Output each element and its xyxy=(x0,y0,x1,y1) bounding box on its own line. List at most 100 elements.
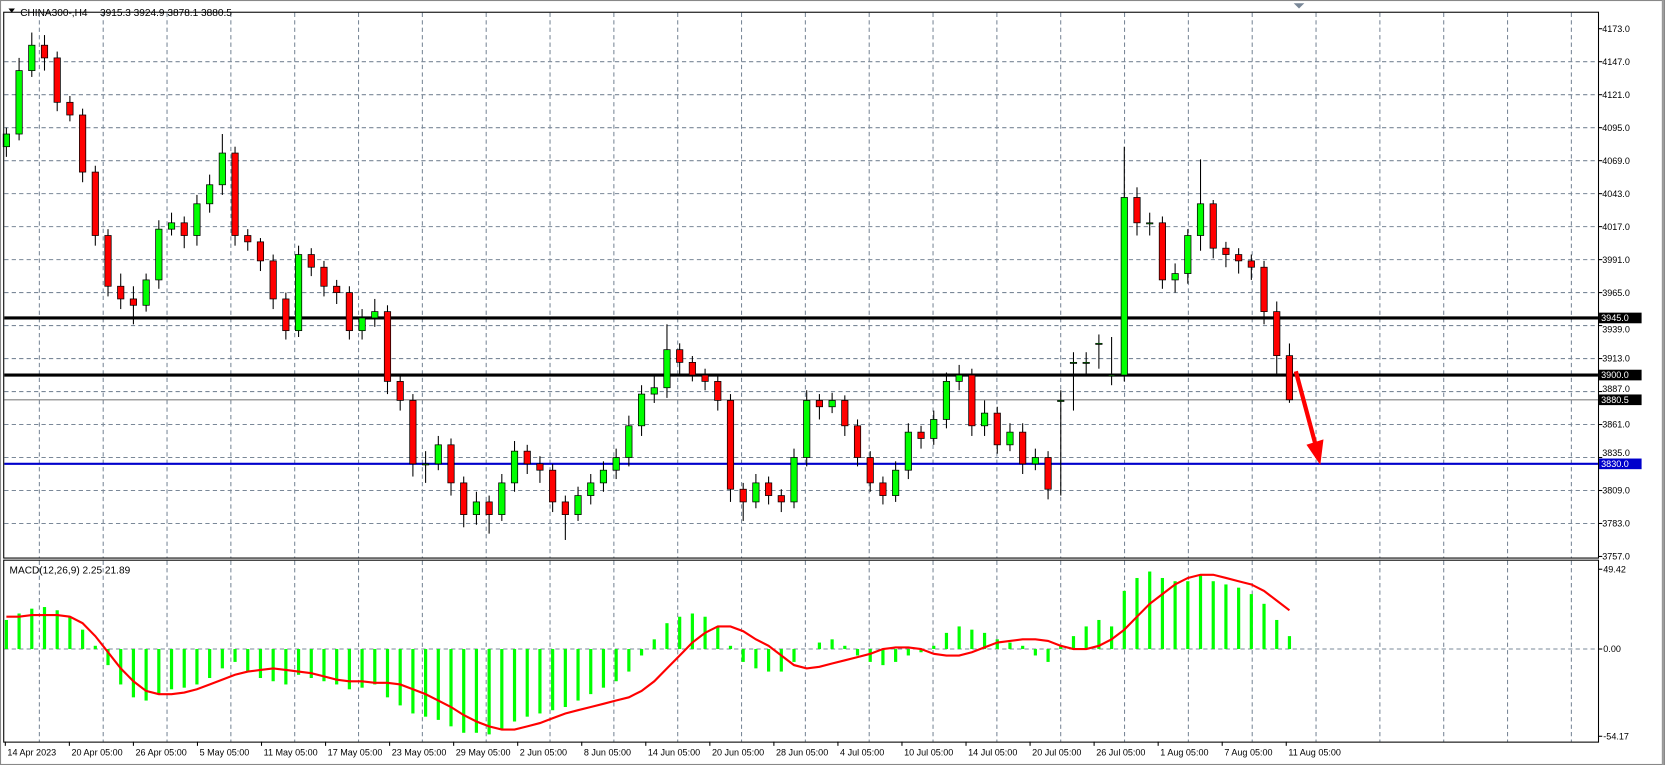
time-tick-label: 14 Apr 2023 xyxy=(7,747,56,757)
horizontal-levels[interactable] xyxy=(4,316,1598,465)
macd-histogram-bar xyxy=(563,649,567,708)
macd-histogram-bar xyxy=(716,626,720,650)
candle-bearish xyxy=(1133,197,1141,224)
time-tick-label: 11 May 05:00 xyxy=(264,747,318,757)
macd-histogram-bar xyxy=(436,649,440,720)
price-level-badge xyxy=(1599,458,1642,470)
macd-histogram-bar xyxy=(1084,626,1088,650)
macd-histogram-bar xyxy=(68,616,72,650)
candle-bearish xyxy=(1260,266,1268,312)
macd-histogram-bar xyxy=(779,649,783,672)
macd-histogram-bar xyxy=(347,649,351,690)
macd-histogram-bar xyxy=(1211,581,1215,650)
macd-histogram-bar xyxy=(30,608,34,650)
macd-histogram-bar xyxy=(538,649,542,714)
candlestick-series xyxy=(2,32,1294,540)
candle-bullish xyxy=(650,387,658,395)
macd-histogram-bar xyxy=(1008,642,1012,650)
candle-bullish xyxy=(434,444,442,465)
candle-bearish xyxy=(688,361,696,376)
candle-bearish xyxy=(53,57,61,103)
macd-histogram-bar xyxy=(373,649,377,685)
candle-bearish xyxy=(460,482,468,515)
shift-marker-icon[interactable] xyxy=(1293,3,1305,9)
candle-bearish xyxy=(676,349,684,363)
macd-histogram-bar xyxy=(487,649,491,735)
macd-histogram-bar xyxy=(233,649,237,662)
candle-bullish xyxy=(498,482,506,515)
macd-histogram-bar xyxy=(957,626,961,650)
macd-histogram-bar xyxy=(131,649,136,698)
macd-histogram-bar xyxy=(919,649,923,653)
macd-histogram-bar xyxy=(1109,626,1114,650)
price-level-label: 3880.5 xyxy=(1601,395,1629,405)
time-tick-label: 14 Jun 05:00 xyxy=(648,747,700,757)
candle-bearish xyxy=(66,101,74,116)
candle-bullish xyxy=(892,469,900,496)
candle-bullish xyxy=(980,412,989,427)
candle-bullish xyxy=(599,469,608,484)
macd-histogram-bar xyxy=(589,649,593,695)
time-tick-label: 11 Aug 05:00 xyxy=(1288,747,1341,757)
candle-bullish xyxy=(942,381,951,420)
macd-histogram-bar xyxy=(1198,574,1203,650)
candle-bullish xyxy=(803,400,811,458)
macd-histogram-bar xyxy=(932,645,936,650)
macd-histogram-bar xyxy=(1237,587,1241,650)
macd-histogram-bar xyxy=(1249,594,1253,650)
macd-histogram-bar xyxy=(195,649,199,685)
time-tick-label: 20 Apr 05:00 xyxy=(71,747,122,757)
macd-histogram-bar xyxy=(525,649,529,717)
candle-bullish xyxy=(752,482,760,503)
candle-bearish xyxy=(1235,254,1243,262)
candle-bullish xyxy=(1031,457,1039,465)
macd-axis: 49.42 0.00 -54.17 xyxy=(1597,564,1629,741)
candle-bearish xyxy=(777,495,785,503)
macd-histogram-bar xyxy=(474,649,479,733)
arrow-down-right-icon[interactable] xyxy=(1293,370,1324,465)
candle-bearish xyxy=(269,260,277,300)
ohlc-label: 3915.3 3924.9 3878.1 3880.5 xyxy=(100,8,232,19)
candle-bearish xyxy=(917,431,925,439)
candle-bearish xyxy=(180,222,188,236)
candle-bearish xyxy=(739,488,747,503)
candle-bullish xyxy=(1108,374,1116,377)
macd-histogram-bar xyxy=(1287,636,1292,650)
macd-histogram-bar xyxy=(157,649,161,695)
macd-histogram-bar xyxy=(144,649,148,701)
macd-histogram-bar xyxy=(17,613,21,650)
candle-bearish xyxy=(409,400,417,465)
macd-histogram-bar xyxy=(284,649,288,685)
time-tick-label: 4 Jul 05:00 xyxy=(840,747,884,757)
candle-bullish xyxy=(587,482,595,496)
price-tick-label: 3887.0 xyxy=(1602,384,1630,394)
candle-bearish xyxy=(853,425,862,458)
candle-bullish xyxy=(295,254,303,332)
candle-bullish xyxy=(612,457,620,471)
candle-bullish xyxy=(206,184,214,205)
candle-bearish xyxy=(866,457,874,484)
time-axis[interactable]: 14 Apr 2023 20 Apr 05:00 26 Apr 05:00 5 May… xyxy=(4,741,1341,758)
macd-histogram-bar xyxy=(843,645,847,650)
candle-bearish xyxy=(244,235,252,243)
macd-histogram-bar xyxy=(220,649,224,669)
candle-bearish xyxy=(383,311,392,382)
macd-histogram-bar xyxy=(1262,603,1266,650)
candle-bearish xyxy=(307,254,315,268)
time-tick-label: 5 May 05:00 xyxy=(200,747,250,757)
candle-bullish xyxy=(193,203,201,236)
price-tick-label: 4069.0 xyxy=(1602,156,1630,166)
time-tick-label: 26 Jul 05:00 xyxy=(1096,747,1145,757)
dropdown-triangle-icon[interactable] xyxy=(8,8,15,13)
macd-histogram-bar xyxy=(4,619,8,650)
candle-bullish xyxy=(167,222,176,230)
macd-histogram-bar xyxy=(741,649,745,662)
candle-bearish xyxy=(701,374,709,382)
candle-bearish xyxy=(1209,203,1217,249)
macd-pane-frame xyxy=(3,559,1600,743)
price-axis[interactable]: 4173.0 4147.0 4121.0 4095.0 4069.0 4043.0 4017… xyxy=(1597,24,1642,562)
time-tick-label: 23 May 05:00 xyxy=(392,747,447,757)
macd-histogram-bar xyxy=(894,649,898,662)
candle-bullish xyxy=(1082,361,1090,364)
